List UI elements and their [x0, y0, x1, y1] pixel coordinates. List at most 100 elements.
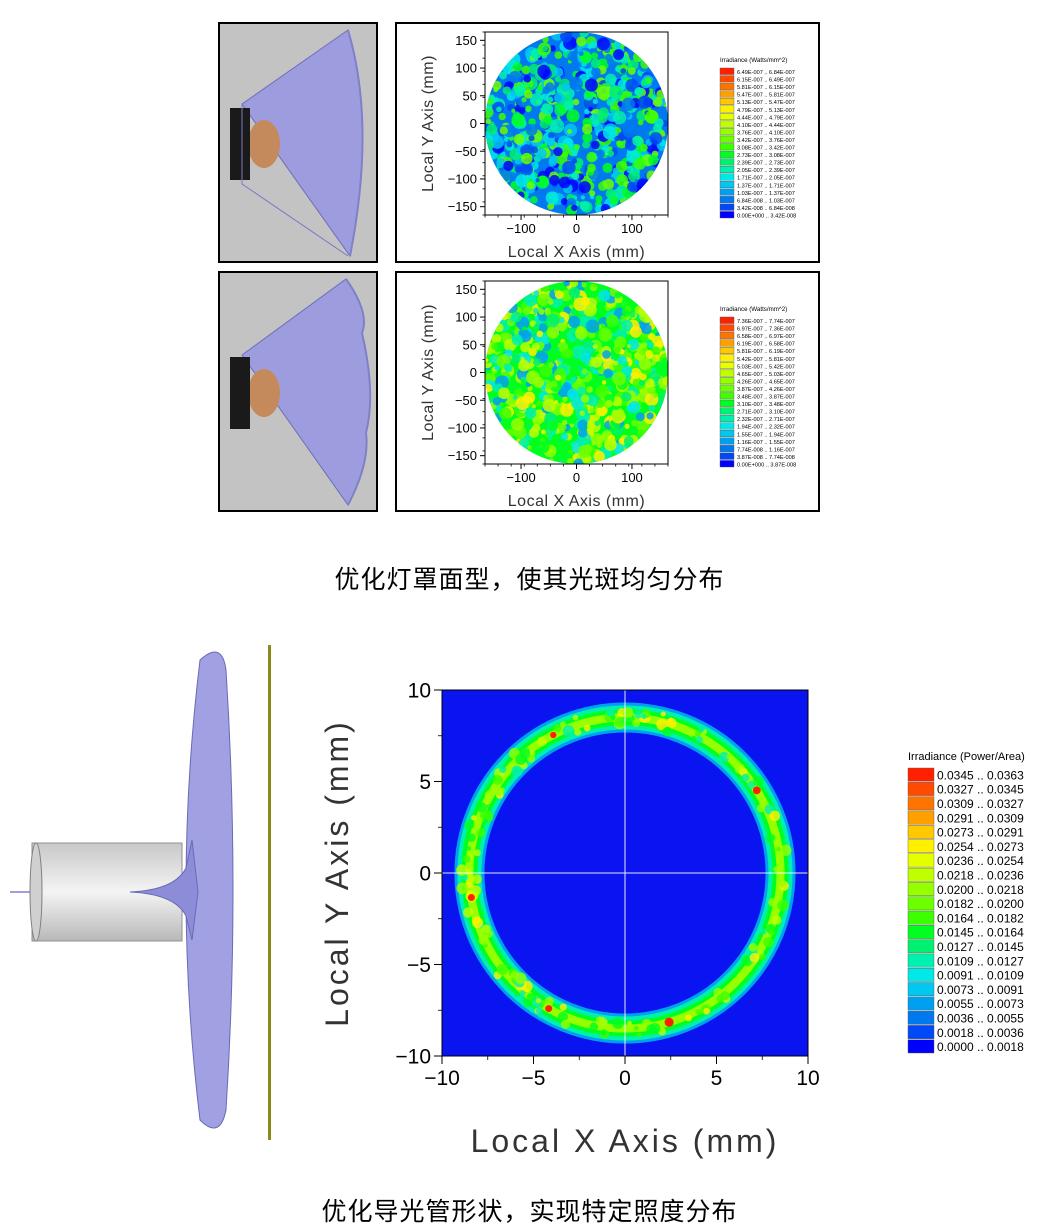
legend-swatch — [719, 346, 735, 354]
y-axis-label: Local Y Axis (mm) — [420, 304, 437, 441]
legend-swatch — [719, 399, 735, 407]
legend-label: 0.0345 .. 0.0363 — [937, 768, 1024, 782]
legend-swatch — [907, 953, 935, 968]
y-tick-label: −150 — [448, 199, 477, 214]
legend-swatch — [719, 452, 735, 460]
legend-swatch — [719, 196, 735, 204]
legend-label: 4.10E-007 .. 4.44E-007 — [737, 123, 795, 129]
legend-swatch — [907, 767, 935, 782]
legend-swatch — [907, 1025, 935, 1039]
x-tick-label: −10 — [424, 1067, 460, 1090]
y-tick-label: 100 — [455, 310, 477, 325]
legend-label: 3.87E-008 .. 7.74E-008 — [737, 455, 795, 461]
y-tick-label: 150 — [455, 282, 477, 297]
y-tick-label: −100 — [448, 421, 477, 436]
legend-label: 1.55E-007 .. 1.94E-007 — [737, 432, 795, 438]
legend-label: 6.19E-007 .. 6.58E-007 — [737, 342, 795, 348]
caption-top: 优化灯罩面型，使其光斑均匀分布 — [334, 565, 725, 594]
legend-label: 5.81E-007 .. 6.19E-007 — [737, 349, 795, 355]
legend-label: 4.65E-007 .. 5.03E-007 — [737, 372, 795, 378]
legend-label: 5.47E-007 .. 5.81E-007 — [737, 93, 795, 99]
legend-title: Irradiance (Watts/mm^2) — [720, 306, 787, 313]
legend-label: 0.00E+000 .. 3.42E-008 — [737, 213, 796, 219]
legend-label: 0.0291 .. 0.0309 — [937, 811, 1024, 825]
legend-label: 7.74E-008 .. 1.16E-007 — [737, 447, 795, 453]
y-tick-label: 5 — [419, 771, 431, 794]
chart-2-svg: 150 100 50 0 −50 −100 −150 −100 0 100 Local X Axis… — [420, 280, 796, 510]
legend-label: 5.13E-007 .. 5.47E-007 — [737, 100, 795, 106]
legend-label: 0.0109 .. 0.0127 — [937, 954, 1024, 968]
legend-swatch — [907, 824, 935, 839]
legend-label: 0.0127 .. 0.0145 — [937, 940, 1024, 954]
legend-title: Irradiance (Power/Area) — [908, 751, 1025, 763]
legend-swatch — [719, 181, 735, 189]
legend-label: 5.81E-007 .. 6.15E-007 — [737, 85, 795, 91]
legend-label: 2.32E-007 .. 2.71E-007 — [737, 417, 795, 423]
legend-label: 4.44E-007 .. 4.79E-007 — [737, 115, 795, 121]
legend-label: 0.0000 .. 0.0018 — [937, 1040, 1024, 1054]
legend-label: 2.73E-007 .. 3.08E-007 — [737, 153, 795, 159]
legend-label: 6.58E-007 .. 6.97E-007 — [737, 334, 795, 340]
legend-swatch — [719, 135, 735, 143]
y-tick-label: 50 — [463, 88, 477, 103]
legend-label: 0.00E+000 .. 3.87E-008 — [737, 462, 796, 468]
legend-label: 3.42E-007 .. 3.76E-007 — [737, 138, 795, 144]
legend-swatch — [719, 173, 735, 181]
legend-label: 0.0018 .. 0.0036 — [937, 1026, 1024, 1040]
legend-swatch — [719, 430, 735, 438]
legend-label: 3.76E-007 .. 4.10E-007 — [737, 130, 795, 136]
lamp-model-drawing-1 — [230, 29, 364, 258]
legend-swatch — [719, 150, 735, 158]
y-axis-label: Local Y Axis (mm) — [319, 719, 355, 1027]
legend-title: Irradiance (Watts/mm^2) — [720, 57, 787, 64]
legend-swatch — [907, 867, 935, 882]
legend-swatch — [719, 377, 735, 385]
x-tick-label: 0 — [573, 470, 580, 485]
legend-label: 0.0036 .. 0.0055 — [937, 1012, 1024, 1026]
legend-swatch — [719, 128, 735, 136]
legend-swatch — [719, 316, 735, 324]
legend-swatch — [719, 105, 735, 113]
legend-swatch — [719, 90, 735, 98]
legend-label: 0.0073 .. 0.0091 — [937, 983, 1024, 997]
y-tick-label: −150 — [448, 448, 477, 463]
optic-funnel-shape — [129, 839, 199, 941]
legend-label: 0.0218 .. 0.0236 — [937, 869, 1024, 883]
target-plane — [268, 645, 271, 1140]
legend-swatch — [907, 1010, 935, 1025]
irradiance-chart-2: 150 100 50 0 −50 −100 −150 −100 0 100 Local X Axis… — [395, 271, 820, 512]
legend-label: 0.0091 .. 0.0109 — [937, 969, 1024, 983]
x-tick-label: −100 — [506, 221, 535, 236]
legend-label: 5.03E-007 .. 5.42E-007 — [737, 364, 795, 370]
bulb-shape — [248, 120, 280, 168]
legend-swatch — [719, 407, 735, 415]
legend-swatch — [907, 810, 935, 825]
legend-swatch — [907, 853, 935, 868]
legend-swatch — [907, 896, 935, 911]
legend-label: 3.48E-007 .. 3.87E-007 — [737, 395, 795, 401]
socket-shape — [230, 108, 250, 180]
legend-swatch — [719, 392, 735, 400]
legend-label: 0.0236 .. 0.0254 — [937, 854, 1024, 868]
legend-swatch — [907, 925, 935, 939]
y-tick-label: 0 — [419, 862, 431, 885]
legend-swatch — [907, 882, 935, 896]
legend-swatch — [907, 996, 935, 1011]
legend-swatch — [719, 362, 735, 370]
legend-swatch — [719, 211, 735, 219]
legend-swatch — [907, 782, 935, 796]
legend-swatch — [719, 120, 735, 128]
legend-label: 1.94E-007 .. 2.32E-007 — [737, 425, 795, 431]
irradiance-chart-3: 10 5 0 −5 −10−10 −5 0 5 10 Local X Axis (mm) Local… — [319, 679, 1025, 1159]
irradiance-chart-1: 150 100 50 0 −50 −100 −150 −100 0 100 Local X Axis… — [395, 22, 820, 263]
legend-label: 4.26E-007 .. 4.65E-007 — [737, 379, 795, 385]
x-tick-label: 0 — [573, 221, 580, 236]
legend-label: 6.97E-007 .. 7.36E-007 — [737, 327, 795, 333]
legend-swatch — [907, 1039, 935, 1054]
y-tick-label: −5 — [407, 954, 431, 977]
legend-swatch — [719, 422, 735, 430]
plot-crosshair — [442, 690, 808, 1056]
legend-swatch — [719, 460, 735, 468]
legend-label: 0.0200 .. 0.0218 — [937, 883, 1024, 897]
y-tick-label: 150 — [455, 33, 477, 48]
